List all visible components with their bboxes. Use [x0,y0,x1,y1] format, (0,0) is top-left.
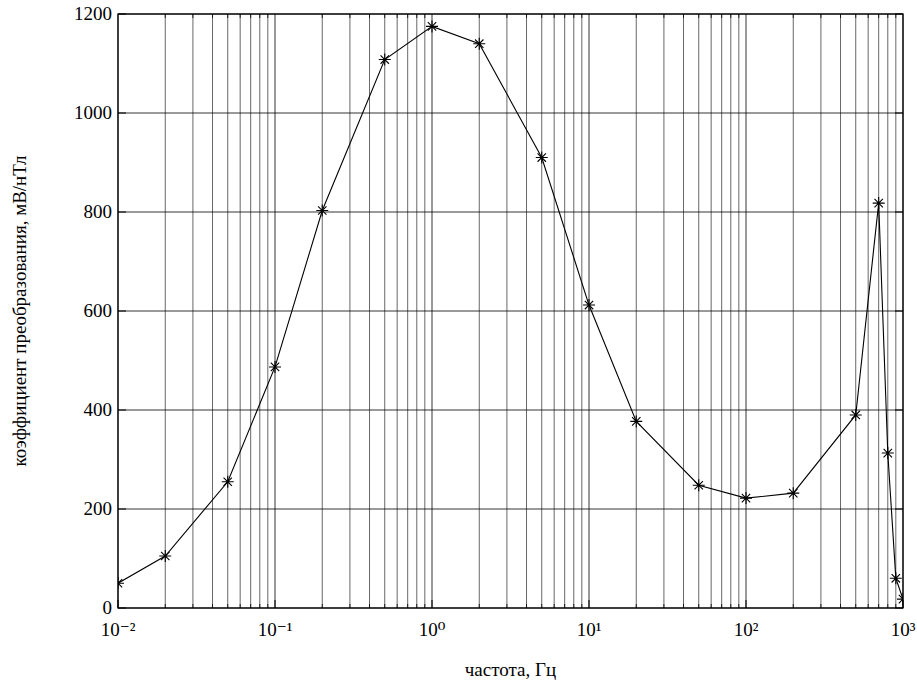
marker-asterisk [873,197,885,209]
data-point [693,479,705,491]
plot-frame [118,14,903,608]
x-tick-label: 10⁻² [101,619,136,640]
x-tick-label: 10² [734,619,759,640]
marker-asterisk [882,447,894,459]
marker-asterisk [583,299,595,311]
marker-asterisk [740,492,752,504]
y-tick [895,311,903,312]
y-grid-line [118,212,903,213]
marker-asterisk [426,20,438,32]
data-point [787,487,799,499]
data-point [873,197,885,209]
x-tick [432,600,433,608]
y-tick-label: 1200 [74,3,112,24]
y-tick [895,509,903,510]
data-point [426,20,438,32]
y-tick-label: 0 [103,597,113,618]
marker-asterisk [630,415,642,427]
y-tick-label: 1000 [74,102,112,123]
data-point [269,361,281,373]
y-tick [118,311,126,312]
x-axis-title: частота, Гц [465,659,556,680]
data-point [316,205,328,217]
data-point [379,54,391,66]
series [118,20,903,605]
y-tick-label: 200 [84,498,113,519]
y-tick-label: 800 [84,201,113,222]
data-point [159,550,171,562]
chart: 10⁻² 10⁻¹ 10⁰ 10¹ 10² 10³ 0 200 400 600 800 1000 120… [0,0,917,691]
y-tick [895,113,903,114]
y-grid-line [118,311,903,312]
marker-asterisk [693,479,705,491]
x-tick-label: 10⁻¹ [258,619,293,640]
data-point [473,38,485,50]
y-grid-line [118,113,903,114]
marker-asterisk [159,550,171,562]
data-point [583,299,595,311]
y-grid-line [118,509,903,510]
marker-asterisk [269,361,281,373]
x-tick [746,600,747,608]
x-tick-label: 10¹ [577,619,602,640]
y-tick [118,509,126,510]
data-point [536,152,548,164]
data-point [222,476,234,488]
data-point [740,492,752,504]
marker-asterisk [222,476,234,488]
marker-asterisk [379,54,391,66]
y-tick-label: 600 [84,300,113,321]
data-line [118,26,903,599]
data-point [897,593,903,605]
y-tick [895,410,903,411]
y-tick-label: 400 [84,399,113,420]
x-tick [589,600,590,608]
data-point [118,577,124,589]
marker-asterisk [850,409,862,421]
marker-asterisk [316,205,328,217]
y-tick [895,212,903,213]
marker-asterisk [787,487,799,499]
y-grid-line [118,410,903,411]
y-tick [118,410,126,411]
marker-asterisk [890,572,902,584]
data-point [882,447,894,459]
marker-asterisk [118,577,124,589]
y-tick [118,212,126,213]
marker-asterisk [897,593,903,605]
x-tick [275,600,276,608]
plot-background [118,14,903,608]
data-point [630,415,642,427]
data-point [890,572,902,584]
data-point [850,409,862,421]
marker-asterisk [536,152,548,164]
marker-asterisk [473,38,485,50]
x-tick-label: 10⁰ [419,619,446,640]
y-tick [118,113,126,114]
y-axis-title: коэффициент преобразования, мВ/нТл [9,155,30,466]
x-tick-label: 10³ [891,619,916,640]
